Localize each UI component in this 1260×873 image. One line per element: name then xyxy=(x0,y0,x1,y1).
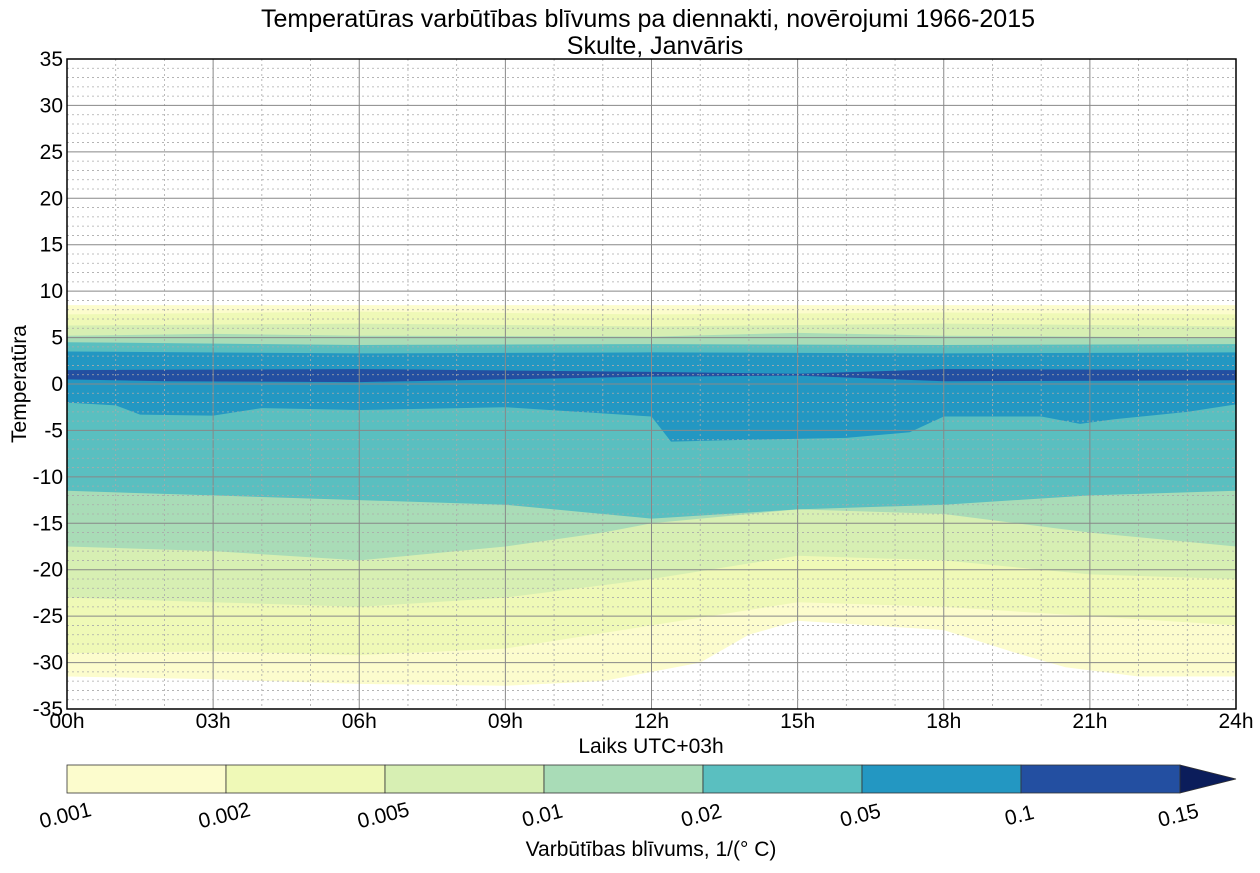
x-tick-label: 06h xyxy=(342,710,377,733)
y-tick-label: 10 xyxy=(40,280,63,303)
colorbar-tick-label: 0.02 xyxy=(679,800,724,832)
colorbar-extend-arrow xyxy=(1179,764,1237,794)
x-tick-label: 18h xyxy=(926,710,961,733)
plot-frame xyxy=(66,58,1237,710)
x-tick-label: 00h xyxy=(49,710,84,733)
y-tick-label: 35 xyxy=(40,48,63,71)
y-tick-label: 30 xyxy=(40,94,63,117)
x-tick-labels: 00h 03h 06h 09h 12h 15h 18h 21h 24h xyxy=(49,710,1253,733)
y-tick-label: 0 xyxy=(51,373,63,396)
y-tick-label: -20 xyxy=(33,559,63,582)
y-tick-label: 15 xyxy=(40,234,63,257)
colorbar-segment xyxy=(66,764,227,794)
colorbar-segment xyxy=(225,764,386,794)
colorbar-tick-label: 0.002 xyxy=(196,798,253,833)
y-tick-label: -5 xyxy=(44,419,63,442)
colorbar-segment xyxy=(702,764,863,794)
colorbar-segment xyxy=(384,764,545,794)
colorbar-segment xyxy=(1020,764,1181,794)
y-tick-label: -15 xyxy=(33,512,63,535)
chart-subtitle: Skulte, Janvāris xyxy=(567,32,743,60)
x-tick-label: 15h xyxy=(780,710,815,733)
x-tick-label: 03h xyxy=(196,710,231,733)
colorbar-segment xyxy=(543,764,704,794)
x-tick-label: 12h xyxy=(634,710,669,733)
x-tick-label: 09h xyxy=(488,710,523,733)
colorbar-tick-label: 0.1 xyxy=(1002,801,1036,830)
x-axis-label: Laiks UTC+03h xyxy=(578,735,723,758)
y-axis-label: Temperatūra xyxy=(8,325,31,443)
colorbar-segment xyxy=(861,764,1022,794)
chart-title: Temperatūras varbūtības blīvums pa dienn… xyxy=(261,5,1035,33)
colorbar-tick-label: 0.15 xyxy=(1156,800,1201,832)
y-tick-label: -10 xyxy=(33,466,63,489)
colorbar-tick-label: 0.05 xyxy=(838,800,883,832)
y-tick-label: 5 xyxy=(51,327,63,350)
x-tick-label: 24h xyxy=(1218,710,1253,733)
y-tick-label: 25 xyxy=(40,141,63,164)
y-tick-label: -35 xyxy=(33,698,63,721)
colorbar-tick-label: 0.005 xyxy=(355,798,412,833)
colorbar-tick-labels: 0.001 0.002 0.005 0.01 0.02 0.05 0.1 0.15 xyxy=(37,798,1201,833)
y-tick-label: -30 xyxy=(33,652,63,675)
colorbar-tick-label: 0.001 xyxy=(37,798,94,833)
y-tick-labels: 35 30 25 20 15 10 5 0 -5 -10 -15 -20 -25 -30 -35 xyxy=(33,48,63,721)
colorbar-tick-label: 0.01 xyxy=(520,800,565,832)
y-tick-label: -25 xyxy=(33,605,63,628)
x-tick-label: 21h xyxy=(1072,710,1107,733)
colorbar-label: Varbūtības blīvums, 1/(° C) xyxy=(526,838,777,861)
y-tick-label: 20 xyxy=(40,187,63,210)
colorbar xyxy=(66,764,1237,794)
